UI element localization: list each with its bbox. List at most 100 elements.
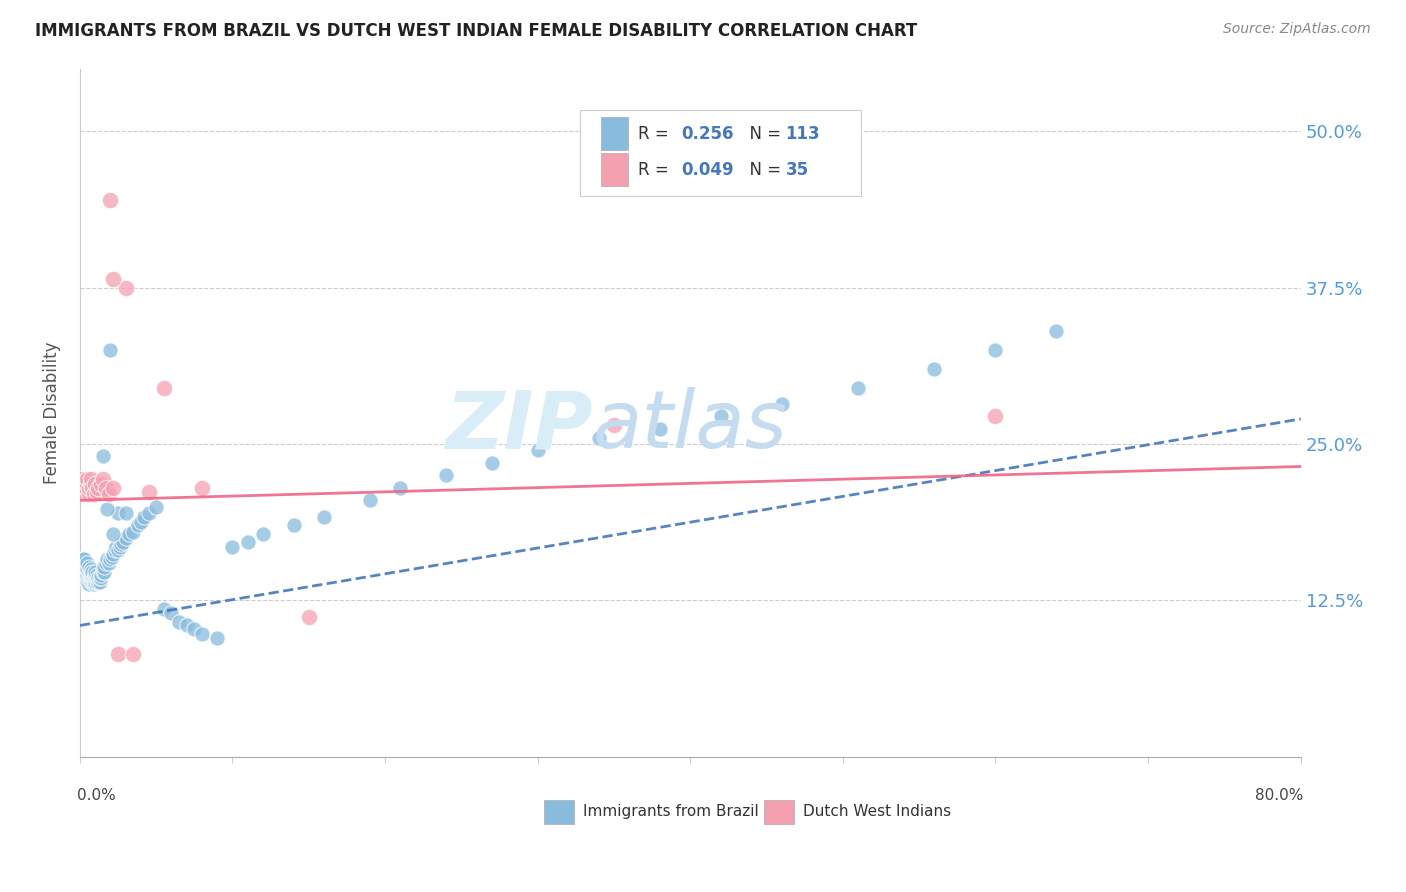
- Point: [1045, 324, 1067, 338]
- Point: [93, 565, 115, 579]
- Point: [75, 568, 97, 582]
- Point: [176, 618, 198, 632]
- Point: [70, 472, 93, 486]
- Point: [91, 565, 114, 579]
- Point: [97, 487, 120, 501]
- Point: [76, 568, 98, 582]
- Point: [72, 475, 94, 489]
- Point: [160, 606, 183, 620]
- Point: [86, 484, 108, 499]
- Point: [79, 568, 101, 582]
- Point: [205, 631, 228, 645]
- Point: [84, 571, 107, 585]
- Point: [70, 556, 93, 570]
- Point: [359, 493, 381, 508]
- Text: 80.0%: 80.0%: [1254, 788, 1303, 803]
- Point: [87, 481, 110, 495]
- Point: [80, 565, 103, 579]
- Point: [83, 574, 105, 589]
- Point: [75, 487, 97, 501]
- Point: [152, 602, 174, 616]
- Point: [75, 481, 97, 495]
- Point: [191, 481, 214, 495]
- FancyBboxPatch shape: [581, 110, 860, 196]
- Point: [70, 562, 93, 576]
- Point: [152, 381, 174, 395]
- Point: [984, 409, 1007, 424]
- Point: [108, 540, 131, 554]
- Point: [114, 280, 136, 294]
- Point: [70, 565, 93, 579]
- Point: [79, 571, 101, 585]
- Bar: [544, 799, 574, 823]
- Point: [122, 524, 145, 539]
- Text: Dutch West Indians: Dutch West Indians: [803, 804, 950, 819]
- Text: 0.0%: 0.0%: [77, 788, 117, 803]
- Text: Source: ZipAtlas.com: Source: ZipAtlas.com: [1223, 22, 1371, 37]
- Point: [984, 343, 1007, 358]
- Point: [79, 574, 101, 589]
- Point: [73, 571, 96, 585]
- Point: [191, 627, 214, 641]
- Point: [73, 552, 96, 566]
- Point: [86, 571, 108, 585]
- Text: 113: 113: [786, 125, 820, 143]
- Point: [73, 477, 96, 491]
- Point: [72, 481, 94, 495]
- Point: [100, 343, 122, 358]
- Point: [72, 562, 94, 576]
- Point: [389, 481, 412, 495]
- Point: [96, 502, 118, 516]
- Text: 35: 35: [786, 161, 808, 178]
- Point: [72, 568, 94, 582]
- Text: 0.049: 0.049: [682, 161, 734, 178]
- Point: [145, 500, 167, 514]
- Point: [80, 574, 103, 589]
- Point: [87, 571, 110, 585]
- Point: [77, 565, 100, 579]
- Point: [103, 547, 125, 561]
- Point: [481, 456, 503, 470]
- Point: [76, 556, 98, 570]
- Point: [114, 531, 136, 545]
- Point: [114, 506, 136, 520]
- Point: [221, 540, 243, 554]
- Point: [83, 487, 105, 501]
- Point: [846, 381, 869, 395]
- Point: [298, 609, 321, 624]
- Point: [79, 472, 101, 486]
- Point: [76, 472, 98, 486]
- Point: [79, 565, 101, 579]
- Point: [252, 527, 274, 541]
- Point: [107, 506, 129, 520]
- Point: [83, 577, 105, 591]
- Point: [236, 534, 259, 549]
- Point: [100, 193, 122, 207]
- Point: [77, 481, 100, 495]
- Text: ZIP: ZIP: [446, 387, 592, 466]
- Point: [87, 574, 110, 589]
- Point: [75, 565, 97, 579]
- Point: [72, 559, 94, 574]
- Bar: [602, 118, 628, 151]
- Point: [93, 559, 115, 574]
- Point: [127, 518, 149, 533]
- Point: [77, 487, 100, 501]
- Point: [770, 397, 793, 411]
- Point: [76, 565, 98, 579]
- Point: [526, 443, 548, 458]
- Point: [76, 477, 98, 491]
- Point: [80, 571, 103, 585]
- Point: [91, 562, 114, 576]
- Point: [89, 571, 111, 585]
- Text: 0.256: 0.256: [682, 125, 734, 143]
- Point: [73, 562, 96, 576]
- Text: Immigrants from Brazil: Immigrants from Brazil: [583, 804, 759, 819]
- Point: [90, 571, 112, 585]
- Point: [104, 543, 127, 558]
- Point: [283, 518, 305, 533]
- Point: [90, 568, 112, 582]
- Point: [73, 568, 96, 582]
- Point: [111, 534, 134, 549]
- Point: [70, 477, 93, 491]
